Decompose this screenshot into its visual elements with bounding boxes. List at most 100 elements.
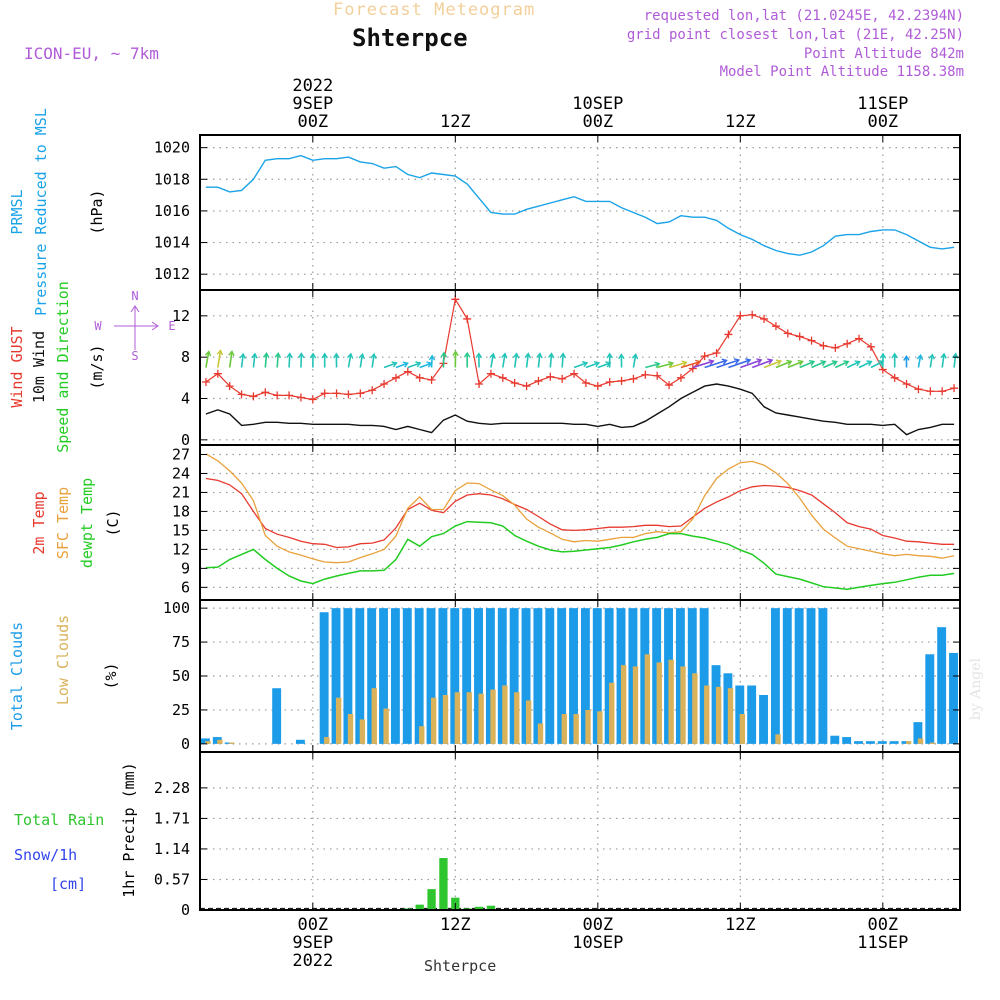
wind-arrow-head [286, 352, 293, 359]
total-cloud-bar [545, 608, 555, 744]
wind-arrow-head [559, 352, 567, 359]
wind-arrow-head [808, 359, 816, 366]
total-cloud-bar [794, 608, 804, 744]
wind-arrow-head [831, 360, 838, 367]
gust-marker [724, 330, 733, 339]
total-cloud-bar [877, 741, 887, 744]
low-cloud-bar [620, 665, 627, 744]
wind-arrow [799, 360, 815, 369]
wind-arrow [549, 353, 553, 368]
gust-marker [332, 389, 341, 398]
low-cloud-bar [537, 723, 544, 744]
total-cloud-bar [770, 608, 780, 744]
y-tick-label: 2.28 [154, 779, 190, 797]
wind-arrow [264, 353, 268, 368]
wind-arrow [383, 362, 397, 369]
gust-marker [807, 336, 816, 345]
wind-arrow-head [501, 352, 508, 359]
gust-marker [403, 367, 412, 376]
total-cloud-bar [509, 608, 519, 744]
wind-arrow [205, 351, 210, 368]
wind-arrow [240, 354, 245, 368]
wind-arrow [763, 360, 782, 369]
wind-arrow [870, 360, 884, 369]
rain-bar [474, 906, 484, 910]
wind-arrow-head [745, 358, 752, 365]
total-cloud-bar [557, 608, 567, 744]
top-time-label: 00Z [582, 112, 613, 132]
wind-arrow-head [512, 352, 520, 359]
total-cloud-bar [759, 695, 768, 744]
wind-arrow [668, 361, 687, 369]
gust-marker [225, 382, 234, 391]
wind-arrow-head [581, 361, 589, 368]
wind-arrow [502, 353, 506, 368]
wind-arrow [228, 351, 233, 368]
total-cloud-bar [699, 608, 709, 744]
total-cloud-bar [390, 608, 400, 744]
wind-arrow [347, 353, 352, 368]
top-time-label: 00Z [867, 112, 898, 132]
top-time-label: 00Z [297, 112, 328, 132]
wind-arrow-head [489, 352, 496, 359]
bottom-time-label: 12Z [725, 915, 756, 935]
low-cloud-bar [597, 711, 603, 744]
wind-arrow-head [695, 359, 702, 366]
y-tick-label: 0 [181, 431, 190, 449]
gust-marker [700, 352, 709, 361]
low-cloud-bar [324, 737, 330, 744]
gust-marker [534, 376, 543, 385]
gust-line [205, 297, 955, 401]
total-cloud-bar [426, 608, 436, 744]
temp-2m-line [205, 477, 955, 549]
wind-arrow [276, 353, 279, 368]
snow-unit-label: [cm] [50, 875, 86, 893]
gust-marker [760, 314, 769, 323]
pressure-unit-label: (hPa) [88, 189, 106, 234]
wind-side-label: 10m Wind [30, 331, 48, 403]
gust-marker [498, 373, 507, 382]
bottom-location-label: Shterpce [424, 957, 497, 975]
gust-marker [831, 343, 840, 352]
wind-arrow [430, 355, 433, 368]
total-cloud-bar [865, 741, 875, 744]
wind-speed-line [205, 383, 955, 436]
low-cloud-bar [775, 734, 781, 744]
wind-arrow [656, 362, 674, 369]
wind-arrow [288, 353, 291, 368]
low-cloud-bar [466, 692, 472, 744]
wind-arrow [680, 360, 701, 369]
label-layer: 1012101410161018102004812691215182124270… [8, 76, 908, 971]
total-cloud-bar [295, 739, 305, 744]
total-cloud-bar [450, 608, 460, 744]
gust-marker [641, 370, 650, 379]
y-tick-label: 15 [172, 521, 190, 539]
wind-arrow-head [475, 352, 483, 359]
bottom-time-label: 2022 [292, 951, 333, 971]
total-cloud-bar [854, 741, 863, 744]
low-cloud-bar [442, 695, 449, 744]
snow-side-label: Snow/1h [14, 846, 77, 864]
wind-arrow-head [228, 350, 235, 357]
low-cloud-bar [347, 714, 354, 744]
clouds-unit-label: (%) [102, 662, 120, 689]
gust-marker [570, 369, 579, 378]
total-cloud-bar [462, 608, 472, 744]
gust-marker [665, 381, 674, 390]
wind-arrow-head [309, 352, 317, 359]
y-tick-label: 24 [172, 464, 190, 482]
gust-marker [201, 377, 210, 386]
gust-marker [475, 380, 484, 389]
wind-arrow [632, 354, 637, 368]
bottom-time-label: 00Z [867, 915, 898, 935]
wind-arrow-head [204, 350, 212, 357]
y-tick-label: 27 [172, 445, 190, 463]
gust-marker [617, 376, 626, 385]
wind-arrow [561, 353, 564, 368]
gust-marker [273, 391, 282, 400]
total-cloud-bar [937, 627, 947, 744]
pressure-side-label: PRMSL [8, 189, 26, 234]
wind-arrow-head [940, 352, 947, 359]
pressure-line [205, 154, 955, 256]
app-title: Forecast Meteogram [333, 0, 536, 20]
